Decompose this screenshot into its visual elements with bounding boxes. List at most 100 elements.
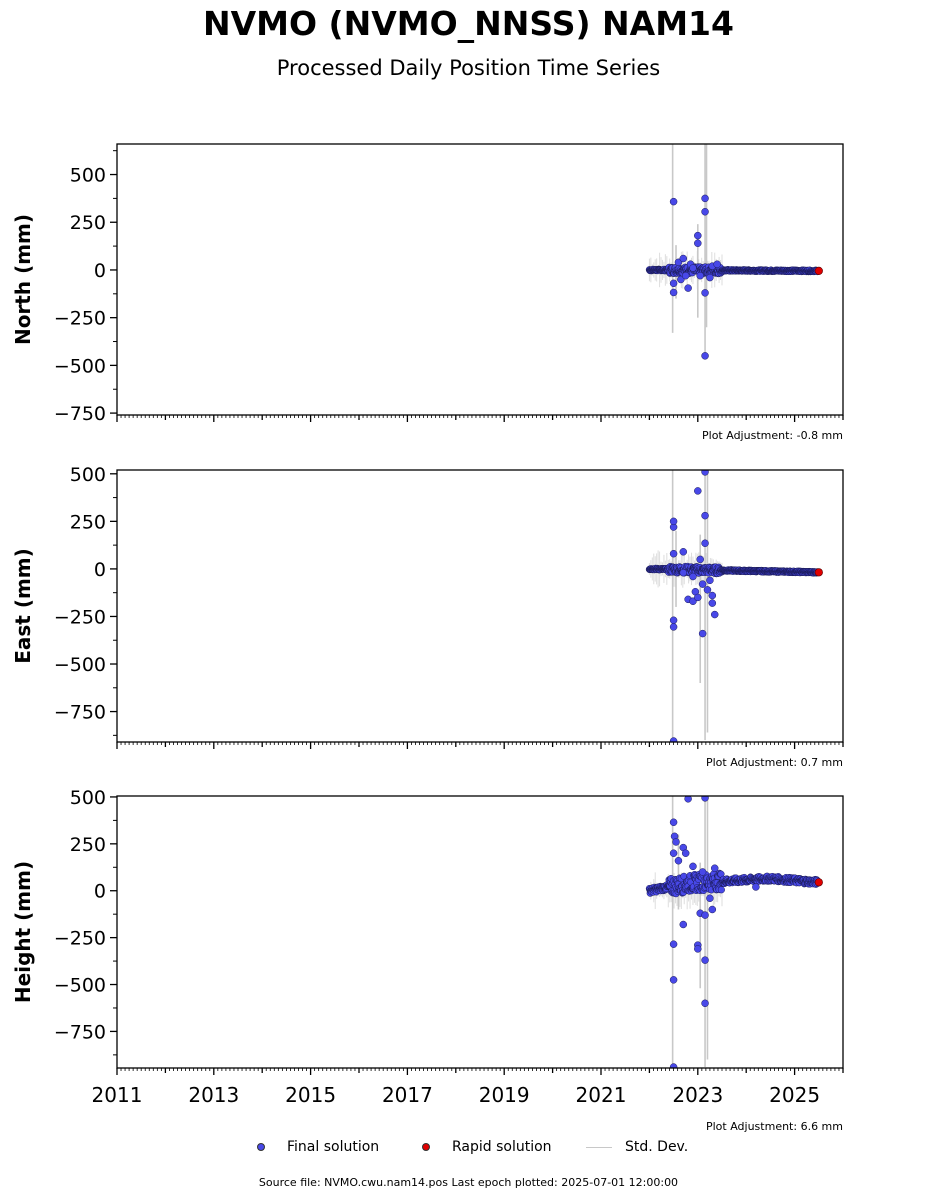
data-point [703, 586, 712, 594]
data-point [689, 572, 697, 581]
rapid-point [814, 878, 823, 887]
data-point [689, 862, 697, 871]
data-point [679, 548, 688, 556]
rapid-point [814, 266, 823, 276]
data-point [681, 849, 690, 857]
legend: Final solution Rapid solution Std. Dev. [0, 1137, 937, 1159]
rapid-point [814, 568, 823, 577]
y-tick-label: 250 [70, 511, 106, 533]
data-point [694, 593, 702, 602]
data-point [701, 289, 709, 297]
y-tick-label: −500 [54, 654, 106, 676]
y-tick-label: 500 [70, 464, 106, 486]
data-point [669, 1063, 678, 1068]
data-point [708, 599, 717, 607]
plot-adjustment-label: Plot Adjustment: 6.6 mm [706, 1120, 843, 1133]
data-point [696, 271, 704, 280]
data-point [669, 818, 678, 827]
x-tick-label: 2013 [188, 1083, 239, 1107]
y-tick-label: 500 [70, 165, 106, 187]
plot-frame [116, 795, 844, 1069]
y-tick-label: 250 [70, 212, 106, 234]
y-tick-label: −250 [54, 606, 106, 628]
y-tick-label: −750 [54, 403, 106, 425]
legend-final-marker [257, 1143, 265, 1151]
data-point [689, 264, 697, 272]
data-point [701, 208, 709, 216]
data-point [669, 737, 678, 742]
legend-stddev-line [586, 1147, 612, 1148]
data-point [669, 197, 678, 206]
legend-stddev-label: Std. Dev. [625, 1139, 689, 1155]
data-point [694, 487, 702, 495]
y-tick-label: −250 [54, 928, 106, 950]
y-tick-label: −500 [54, 975, 106, 997]
data-point [706, 576, 714, 585]
data-point [679, 254, 688, 263]
data-point [698, 629, 707, 638]
data-point [701, 539, 709, 547]
x-tick-label: 2025 [769, 1083, 820, 1107]
legend-final-label: Final solution [287, 1139, 380, 1155]
data-point [706, 273, 714, 282]
y-tick-label: 0 [94, 559, 106, 581]
data-point [710, 610, 719, 619]
x-tick-label: 2023 [672, 1083, 723, 1107]
data-point [681, 271, 690, 280]
data-point [672, 838, 680, 846]
data-point [674, 856, 683, 865]
data-point [669, 623, 678, 631]
page-subtitle: Processed Daily Position Time Series [276, 56, 661, 80]
y-tick-label: 0 [94, 881, 106, 903]
x-tick-label: 2021 [576, 1083, 627, 1107]
y-tick-label: −750 [54, 1021, 106, 1043]
x-tick-label: 2017 [382, 1083, 433, 1107]
data-point [679, 568, 688, 577]
data-point [701, 194, 709, 203]
data-point [706, 894, 714, 902]
data-point [669, 549, 678, 558]
plot-adjustment-label: Plot Adjustment: 0.7 mm [706, 756, 843, 769]
y-tick-label: −500 [54, 355, 106, 377]
plot-frame [116, 469, 844, 743]
plot-frame [116, 143, 844, 416]
data-point [701, 956, 709, 964]
data-point [679, 920, 688, 929]
data-point [701, 911, 709, 919]
data-point [694, 239, 702, 247]
data-point [701, 511, 709, 520]
data-point [701, 470, 709, 476]
y-tick-label: −750 [54, 702, 106, 724]
y-tick-label: −250 [54, 308, 106, 330]
legend-rapid-marker [422, 1143, 430, 1151]
data-point [669, 940, 678, 948]
data-point [694, 231, 702, 240]
data-point [701, 796, 709, 802]
data-point [669, 616, 678, 625]
data-point [701, 999, 709, 1008]
data-point [713, 260, 721, 268]
y-axis-label: Height (mm) [11, 861, 35, 1003]
x-tick-label: 2011 [92, 1083, 143, 1107]
data-point [694, 945, 702, 953]
y-tick-label: 0 [94, 260, 106, 282]
legend-rapid-label: Rapid solution [452, 1139, 552, 1155]
data-point [698, 580, 707, 588]
data-point [752, 883, 760, 891]
data-point [684, 284, 692, 292]
y-axis-label: East (mm) [11, 548, 35, 664]
page-title: NVMO (NVMO_NNSS) NAM14 [203, 4, 734, 43]
data-point [701, 352, 709, 360]
x-tick-label: 2019 [479, 1083, 530, 1107]
data-point [696, 555, 704, 564]
data-point [669, 976, 678, 984]
x-tick-label: 2015 [285, 1083, 336, 1107]
data-point [669, 849, 678, 857]
source-footer: Source file: NVMO.cwu.nam14.pos Last epo… [258, 1176, 679, 1189]
data-point [708, 591, 717, 600]
y-tick-label: 500 [70, 787, 106, 809]
data-point [717, 886, 725, 894]
y-axis-label: North (mm) [11, 214, 35, 345]
data-point [698, 868, 707, 876]
